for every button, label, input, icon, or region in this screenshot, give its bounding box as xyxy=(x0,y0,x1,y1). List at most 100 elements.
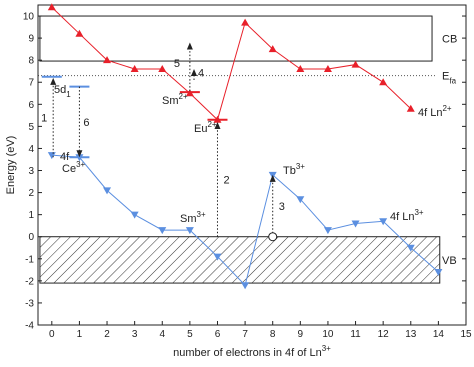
annotation-sup: 2+ xyxy=(207,120,216,129)
y-tick-label: 1 xyxy=(28,210,34,221)
arrow-head xyxy=(269,174,276,182)
x-tick-label: 2 xyxy=(104,329,110,340)
y-axis-label: Energy (eV) xyxy=(5,136,17,195)
marker xyxy=(75,29,84,37)
annotation: 5d1 xyxy=(54,84,71,99)
annotation-sup: 3+ xyxy=(197,210,206,219)
annotation-sup: 3+ xyxy=(296,162,305,171)
marker xyxy=(323,65,332,72)
marker xyxy=(185,89,194,97)
marker xyxy=(406,104,415,112)
x-tick-label: 15 xyxy=(460,329,472,340)
x-tick-label: 12 xyxy=(378,329,390,340)
marker xyxy=(379,78,388,86)
fermi-label: Efa xyxy=(442,71,457,86)
x-tick-label: 4 xyxy=(159,329,165,340)
x-tick-label: 3 xyxy=(132,329,138,340)
y-tick-label: 2 xyxy=(28,188,34,199)
annotation-main: Eu xyxy=(194,123,207,135)
marker xyxy=(296,65,305,72)
x-tick-label: 11 xyxy=(350,329,361,340)
annotation-main: 4f Ln xyxy=(390,211,414,223)
arrow-label: 1 xyxy=(41,113,47,125)
annotation-main: Sm xyxy=(180,213,197,225)
annotation: Ce3+ xyxy=(62,160,86,175)
marker xyxy=(130,211,139,219)
fermi-sub: fa xyxy=(449,77,456,86)
annotation: 4f Ln2+ xyxy=(418,104,452,119)
annotation-sup: 2+ xyxy=(179,92,188,101)
marker xyxy=(241,282,250,290)
annotation-main: 5d xyxy=(54,84,66,96)
marker xyxy=(323,227,332,235)
annotation-main: Sm xyxy=(162,95,179,107)
marker xyxy=(75,154,84,162)
y-tick-label: 9 xyxy=(28,34,34,45)
x-tick-label: 10 xyxy=(322,329,334,340)
y-tick-label: -2 xyxy=(25,276,34,287)
arrow-head xyxy=(76,150,83,158)
x-tick-label: 6 xyxy=(215,329,221,340)
arrow-head xyxy=(186,42,193,50)
annotation: Sm3+ xyxy=(180,210,206,225)
x-tick-label: 8 xyxy=(270,329,276,340)
y-tick-label: 8 xyxy=(28,56,34,67)
annotation: Sm2+ xyxy=(162,92,188,107)
x-tick-label: 7 xyxy=(242,329,248,340)
band xyxy=(39,236,441,284)
arrow-head xyxy=(50,77,57,85)
arrow-label: 5 xyxy=(174,58,180,70)
annotation: Tb3+ xyxy=(283,162,305,177)
arrow-label: 2 xyxy=(223,174,229,186)
arrow-head xyxy=(191,69,198,76)
marker xyxy=(351,220,360,228)
annotation: 4f xyxy=(60,151,70,163)
annotation: Eu2+ xyxy=(194,120,217,135)
hole xyxy=(268,232,278,242)
x-tick-label: 14 xyxy=(433,329,445,340)
annotation-sup: 3+ xyxy=(414,208,423,217)
marker xyxy=(158,227,167,235)
band-label: VB xyxy=(442,255,457,267)
x-axis-label-sup: 3+ xyxy=(322,344,331,353)
annotation: 4f Ln3+ xyxy=(390,208,424,223)
y-tick-label: -3 xyxy=(25,298,34,309)
marker xyxy=(47,3,56,11)
y-tick-label: -1 xyxy=(25,254,34,265)
x-axis-label: number of electrons in 4f of Ln3+ xyxy=(173,344,331,359)
y-tick-label: 6 xyxy=(28,100,34,111)
y-tick-label: 10 xyxy=(23,12,35,23)
marker xyxy=(213,253,222,261)
marker xyxy=(103,56,112,64)
x-tick-label: 1 xyxy=(77,329,83,340)
y-tick-label: 7 xyxy=(28,78,34,89)
band-label: CB xyxy=(442,34,457,46)
plot-frame xyxy=(37,4,467,326)
series-line xyxy=(51,6,412,121)
fermi-main: E xyxy=(442,71,449,83)
marker xyxy=(130,65,139,72)
y-tick-label: 5 xyxy=(28,122,34,133)
y-tick-label: 4 xyxy=(28,144,34,155)
marker xyxy=(379,218,388,226)
annotation-sup: 3+ xyxy=(76,160,85,169)
y-tick-label: -4 xyxy=(25,321,34,332)
x-tick-label: 9 xyxy=(298,329,304,340)
y-tick-label: 0 xyxy=(28,232,34,243)
annotation-main: 4f xyxy=(60,151,70,163)
arrow-label: 3 xyxy=(279,201,285,213)
marker xyxy=(268,45,277,53)
annotation-main: Tb xyxy=(283,165,296,177)
x-tick-label: 5 xyxy=(187,329,193,340)
marker xyxy=(158,65,167,72)
marker xyxy=(103,187,112,195)
arrow-label: 4 xyxy=(198,68,204,80)
marker xyxy=(296,196,305,204)
marker xyxy=(185,227,194,235)
x-axis-label-main: number of electrons in 4f of Ln xyxy=(173,347,322,359)
arrow-label: 6 xyxy=(83,117,89,129)
marker xyxy=(351,60,360,68)
annotation-main: 4f Ln xyxy=(418,107,442,119)
marker xyxy=(47,152,56,160)
